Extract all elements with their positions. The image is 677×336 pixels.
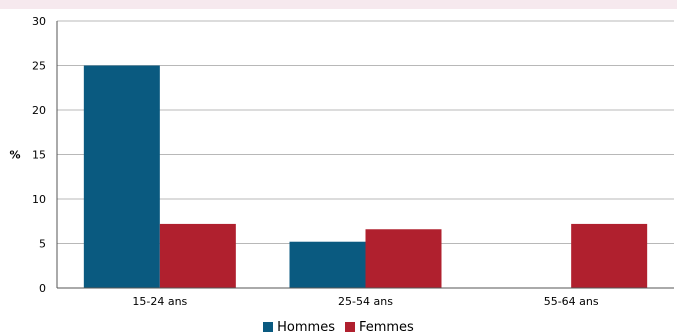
y-tick-label: 30 [32, 15, 46, 28]
bar-hommes-0 [83, 65, 160, 288]
bar-femmes-2 [571, 223, 648, 288]
y-tick-label: 15 [32, 149, 46, 162]
bars [83, 65, 648, 288]
legend: Hommes Femmes [0, 318, 677, 336]
legend-label-hommes: Hommes [277, 319, 335, 335]
bar-hommes-1 [289, 241, 366, 288]
bar-chart: 0 5 10 15 20 25 30 % 15-24 ans 25-54 ans 55-64 a… [9, 15, 674, 308]
x-tick-label: 55-64 ans [544, 295, 599, 308]
y-tick-label: 0 [39, 282, 46, 295]
legend-item-hommes: Hommes [263, 320, 335, 335]
y-tick-label: 25 [32, 60, 46, 73]
y-axis-label: % [9, 149, 20, 162]
legend-swatch-femmes [344, 322, 355, 332]
y-tick-labels: 0 5 10 15 20 25 30 [32, 15, 46, 295]
bar-femmes-0 [159, 223, 236, 288]
header-strip [0, 0, 677, 9]
bar-femmes-1 [365, 229, 442, 288]
legend-swatch-hommes [263, 322, 274, 332]
y-tick-label: 10 [32, 193, 46, 206]
x-tick-labels: 15-24 ans 25-54 ans 55-64 ans [132, 295, 599, 308]
y-tick-label: 20 [32, 104, 46, 117]
x-tick-label: 15-24 ans [132, 295, 187, 308]
legend-label-femmes: Femmes [358, 319, 414, 335]
x-tick-label: 25-54 ans [338, 295, 393, 308]
y-tick-label: 5 [39, 238, 46, 251]
legend-item-femmes: Femmes [344, 319, 414, 335]
